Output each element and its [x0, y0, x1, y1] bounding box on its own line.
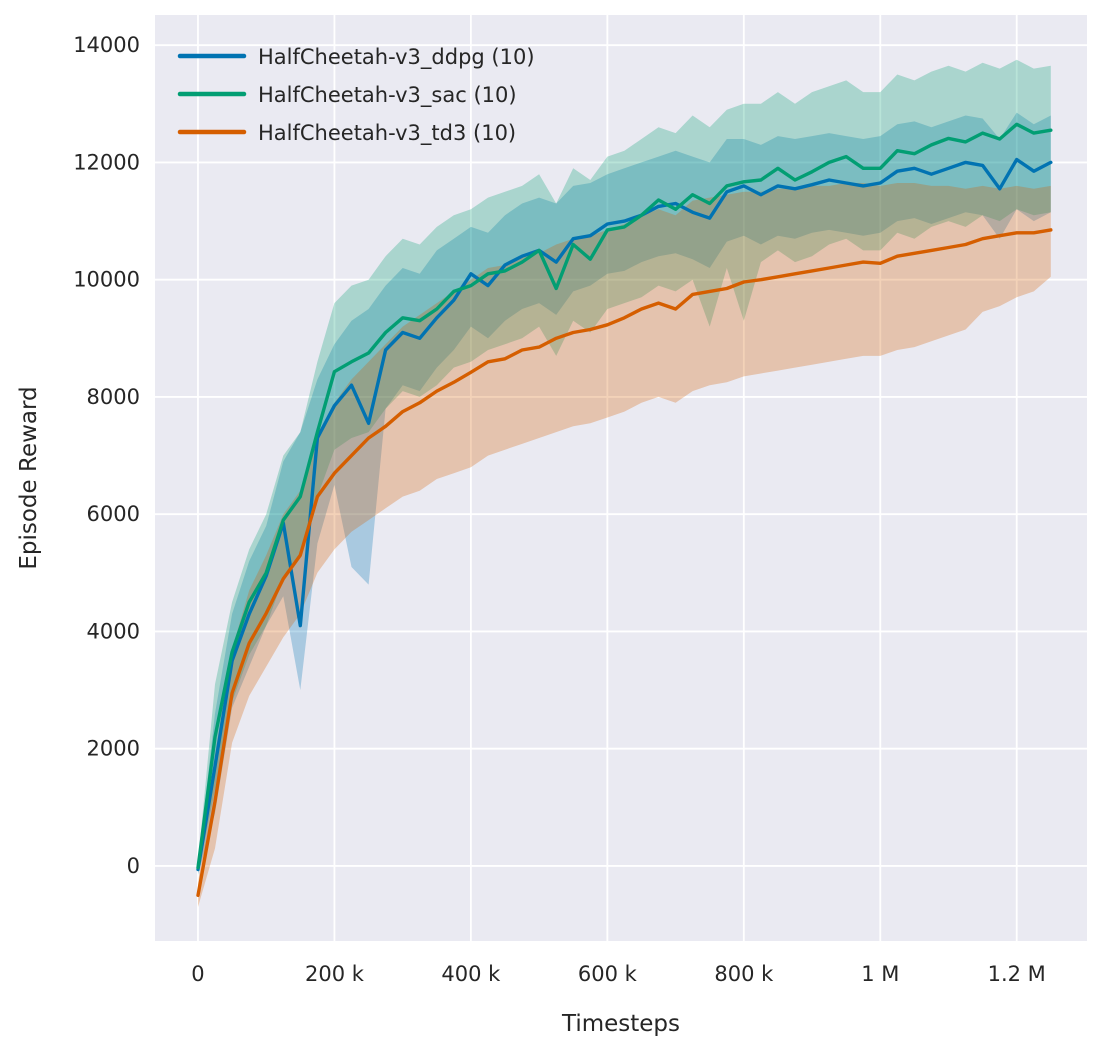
y-axis-label: Episode Reward	[16, 386, 42, 569]
x-tick-labels: 0 200 k 400 k 600 k 800 k 1 M 1.2 M	[191, 962, 1046, 986]
y-tick-label: 10000	[73, 268, 140, 292]
line-td3	[196, 228, 1053, 897]
y-tick-label: 12000	[73, 150, 140, 174]
plot-background	[155, 15, 1087, 941]
x-tick-label: 1.2 M	[988, 962, 1046, 986]
band-ddpg	[198, 112, 1051, 875]
x-tick-label: 400 k	[441, 962, 501, 986]
line-ddpg	[196, 157, 1053, 872]
legend-label-sac: HalfCheetah-v3_sac (10)	[258, 83, 517, 108]
y-tick-labels: 0 2000 4000 6000 8000 10000 12000 14000	[73, 33, 140, 878]
gridlines	[155, 15, 1087, 941]
band-sac	[198, 59, 1051, 874]
x-tick-label: 600 k	[578, 962, 638, 986]
y-tick-label: 4000	[87, 619, 140, 643]
line-sac	[196, 122, 1053, 870]
y-tick-label: 0	[127, 854, 140, 878]
series-lines	[196, 122, 1053, 897]
x-tick-label: 0	[191, 962, 204, 986]
plot-area	[155, 15, 1087, 941]
y-tick-label: 8000	[87, 385, 140, 409]
legend: HalfCheetah-v3_ddpg (10) HalfCheetah-v3_s…	[177, 45, 535, 146]
legend-label-td3: HalfCheetah-v3_td3 (10)	[258, 121, 516, 146]
confidence-bands	[198, 59, 1051, 907]
legend-label-ddpg: HalfCheetah-v3_ddpg (10)	[258, 45, 535, 70]
x-axis-label: Timesteps	[561, 1011, 680, 1037]
y-tick-label: 6000	[87, 502, 140, 526]
x-tick-label: 200 k	[305, 962, 365, 986]
y-tick-label: 14000	[73, 33, 140, 57]
y-tick-label: 2000	[87, 737, 140, 761]
x-tick-label: 800 k	[714, 962, 774, 986]
x-tick-label: 1 M	[861, 962, 899, 986]
band-td3	[198, 183, 1051, 907]
